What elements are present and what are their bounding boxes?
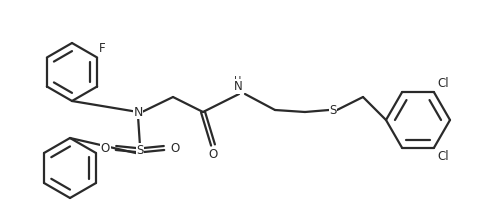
Text: S: S (136, 143, 144, 156)
Text: O: O (101, 142, 110, 155)
Text: N: N (133, 105, 143, 118)
Text: Cl: Cl (437, 77, 449, 90)
Text: O: O (208, 148, 218, 161)
Text: Cl: Cl (437, 150, 449, 163)
Text: F: F (99, 42, 106, 55)
Text: H: H (234, 76, 242, 86)
Text: N: N (234, 80, 243, 93)
Text: S: S (330, 104, 336, 117)
Text: O: O (170, 142, 179, 155)
